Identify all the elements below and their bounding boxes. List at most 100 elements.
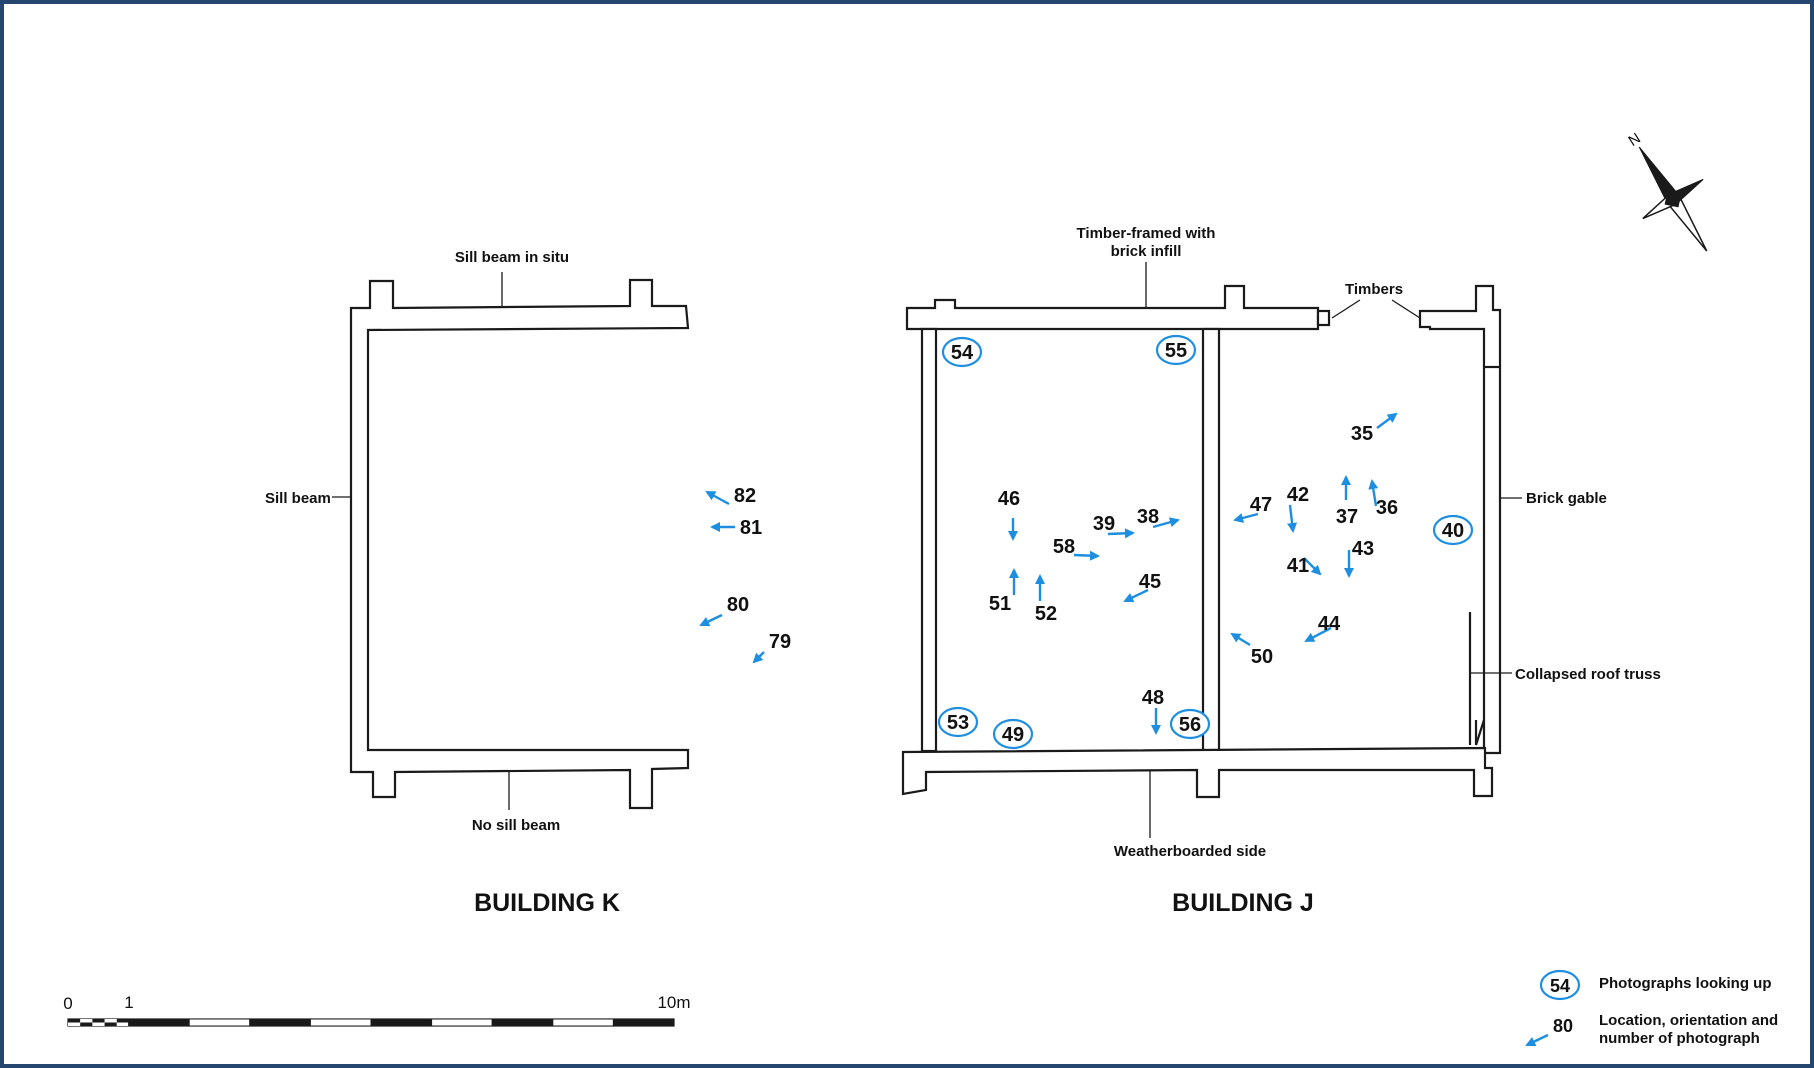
scale-cell [80, 1019, 93, 1023]
photo-number: 58 [1053, 536, 1075, 558]
photo-number: 51 [989, 593, 1011, 615]
scale-cell [92, 1022, 105, 1026]
label-weatherboarded-side: Weatherboarded side [1114, 843, 1266, 860]
legend: 54 Photographs looking up 80 Location, o… [1525, 969, 1778, 1047]
photo-arrow-58: 58 [1053, 536, 1101, 561]
photo-number: 53 [947, 712, 969, 734]
photo-number: 45 [1139, 571, 1161, 593]
label-collapsed-roof-truss: Collapsed roof truss [1515, 666, 1661, 683]
building-k-walls [349, 278, 690, 810]
building-j-west-wall [920, 327, 938, 753]
photo-arrow-46: 46 [998, 488, 1020, 542]
label-timber-framed-1: Timber-framed with [1077, 225, 1216, 242]
photo-number: 35 [1351, 423, 1373, 445]
photo-arrow-icon [1123, 588, 1149, 603]
photo-number: 48 [1142, 687, 1164, 709]
building-j-north-wall [905, 284, 1320, 331]
photo-number: 50 [1251, 646, 1273, 668]
photo-number: 81 [740, 517, 762, 539]
photo-number: 52 [1035, 603, 1057, 625]
photo-number: 39 [1093, 513, 1115, 535]
building-k-plan: Sill beam in situ Sill beam No sill beam… [265, 249, 690, 917]
photo-arrow-icon [1107, 528, 1136, 539]
photo-looking-up-55: 55 [1155, 334, 1197, 366]
scale-segment [249, 1018, 311, 1027]
photo-looking-up-49: 49 [992, 718, 1034, 750]
photo-arrow-38: 38 [1137, 506, 1180, 529]
scale-label-1: 1 [124, 993, 133, 1012]
building-j-title: BUILDING J [1172, 889, 1314, 917]
photo-arrow-80: 80 [699, 594, 749, 627]
photo-ring-icon [1155, 334, 1197, 366]
photo-arrow-42: 42 [1287, 484, 1309, 534]
photo-arrow-icon [1303, 557, 1322, 576]
timbers-leader-east [1391, 299, 1421, 319]
scale-cell [104, 1022, 117, 1026]
photo-looking-up-56: 56 [1169, 708, 1211, 740]
photo-looking-up-54: 54 [941, 336, 983, 368]
scale-cell [68, 1019, 81, 1023]
photo-number: 82 [734, 485, 756, 507]
scale-cell [104, 1019, 117, 1023]
scale-segment [370, 1018, 433, 1027]
photo-number: 40 [1442, 520, 1464, 542]
scale-cell [116, 1019, 129, 1023]
label-no-sill-beam: No sill beam [472, 817, 560, 834]
photo-looking-up-40: 40 [1432, 514, 1474, 546]
photo-number: 46 [998, 488, 1020, 510]
photo-number: 80 [727, 594, 749, 616]
photo-number: 44 [1318, 613, 1341, 635]
photo-arrow-37: 37 [1336, 474, 1358, 528]
photo-ring-icon [992, 718, 1034, 750]
photo-number: 36 [1376, 497, 1398, 519]
timber-end-west [1316, 309, 1331, 327]
photos-looking-up: 54 55 53 49 56 40 [937, 334, 1474, 750]
scale-cell [116, 1022, 129, 1026]
scale-segment [188, 1018, 251, 1027]
photo-arrow-35: 35 [1351, 412, 1398, 445]
legend-arrow-number: 80 [1553, 1016, 1573, 1036]
photo-arrow-50: 50 [1230, 632, 1273, 668]
photo-arrow-icon [752, 651, 765, 664]
scale-cell [92, 1019, 105, 1023]
photo-arrow-48: 48 [1142, 687, 1164, 736]
label-sill-beam: Sill beam [265, 490, 331, 507]
photo-ring-icon [941, 336, 983, 368]
photo-arrow-44: 44 [1304, 613, 1341, 643]
photo-arrow-icon [699, 613, 723, 627]
photo-arrow-icon [1230, 632, 1251, 647]
photo-arrow-82: 82 [705, 485, 756, 507]
photo-number: 49 [1002, 724, 1024, 746]
label-timber-framed-2: brick infill [1111, 243, 1182, 260]
scale-segment [491, 1018, 554, 1027]
photo-number: 47 [1250, 494, 1272, 516]
photo-number: 43 [1352, 538, 1374, 560]
timbers-leader-west [1331, 299, 1361, 319]
legend-ring-icon [1539, 969, 1581, 1001]
legend-arrow-label-2: number of photograph [1599, 1030, 1760, 1047]
north-label: N [1625, 130, 1643, 150]
building-j-partition [1201, 327, 1221, 753]
photo-number: 56 [1179, 714, 1201, 736]
photo-arrow-icon [1368, 479, 1379, 507]
photo-arrow-47: 47 [1233, 494, 1272, 523]
legend-ring-number: 54 [1550, 976, 1570, 996]
photo-arrow-icon [1287, 504, 1298, 534]
building-j-plan: Timber-framed with brick infill Timbers … [901, 225, 1661, 917]
photo-looking-up-53: 53 [937, 706, 979, 738]
photo-arrow-81: 81 [709, 517, 762, 539]
scale-label-10m: 10m [657, 993, 690, 1012]
photo-number: 54 [951, 342, 974, 364]
scale-segment [309, 1018, 372, 1027]
north-arrow-icon: N [1625, 130, 1708, 252]
photo-arrow-41: 41 [1287, 555, 1322, 577]
photo-ring-icon [937, 706, 979, 738]
scale-cell [80, 1022, 93, 1026]
photo-number: 55 [1165, 340, 1187, 362]
photo-number: 41 [1287, 555, 1309, 577]
photo-arrow-icon [705, 490, 730, 506]
building-j-east-wall [1418, 284, 1502, 755]
photo-arrow-icon [1073, 550, 1101, 561]
